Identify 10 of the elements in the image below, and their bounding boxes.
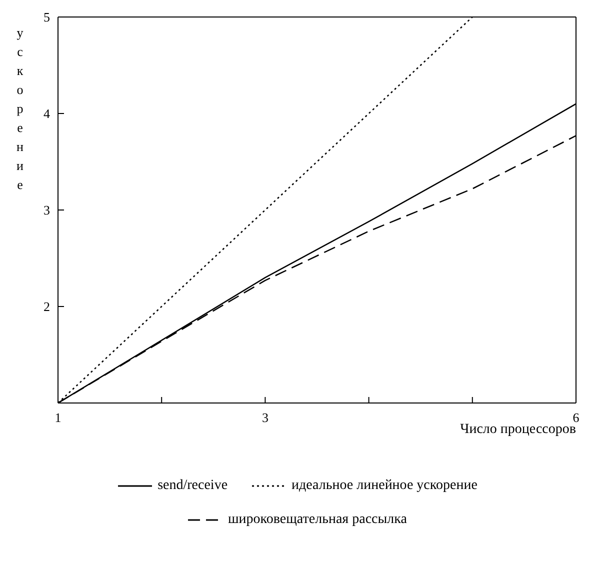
- y-tick-label: 3: [44, 202, 50, 218]
- text: ускорение: [16, 25, 24, 192]
- legend-label: широковещательная рассылка: [228, 512, 407, 528]
- y-tick-label: 2: [44, 299, 50, 314]
- x-tick-label: 1: [54, 410, 62, 426]
- x-tick-label: 3: [262, 410, 268, 426]
- y-tick-label: 4: [44, 106, 50, 122]
- y-tick-label: 5: [44, 10, 50, 25]
- legend-label: идеальное линейное ускорение: [292, 478, 478, 494]
- legend-label: send/receive: [158, 478, 228, 494]
